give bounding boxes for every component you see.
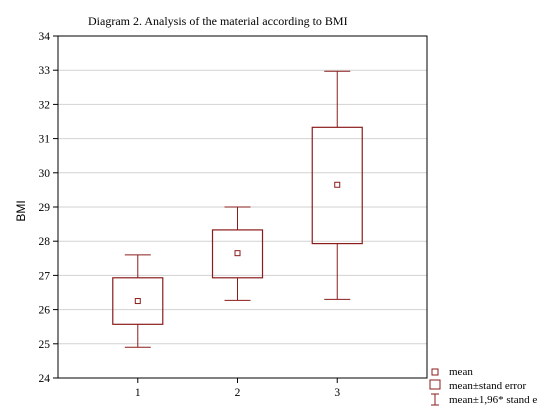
y-axis-label: BMI (14, 200, 28, 221)
plot-frame (57, 35, 428, 379)
mean-marker (234, 250, 241, 257)
legend-item-ci: mean±1,96* stand e (431, 393, 537, 406)
se-box (311, 126, 363, 245)
box-group (311, 70, 363, 300)
x-tick-label: 3 (334, 387, 340, 399)
legend-mean-symbol (431, 368, 439, 376)
y-tick-label: 25 (39, 339, 51, 351)
y-tick-label: 31 (39, 134, 51, 146)
legend: mean mean±stand error mean±1,96* stand e (429, 366, 537, 406)
y-tick-label: 30 (39, 168, 51, 180)
y-tick-label: 32 (39, 99, 51, 111)
se-box (211, 229, 264, 279)
mean-marker (134, 298, 141, 305)
y-tick-label: 26 (39, 305, 51, 317)
x-axis-ticks: 1 2 3 (135, 378, 340, 399)
legend-item-se: mean±stand error (429, 379, 527, 392)
legend-item-mean: mean (431, 366, 473, 378)
legend-ci-label: mean±1,96* stand e (449, 394, 537, 406)
x-tick-label: 2 (235, 387, 241, 399)
y-tick-label: 27 (39, 270, 51, 282)
y-tick-label: 34 (39, 31, 51, 43)
y-tick-label: 29 (39, 202, 51, 214)
boxes (112, 70, 363, 348)
se-box (112, 277, 164, 325)
legend-se-symbol (429, 379, 441, 390)
y-axis-ticks: 24 25 26 27 28 29 30 31 32 33 34 (39, 31, 58, 385)
y-tick-label: 28 (39, 236, 51, 248)
legend-se-label: mean±stand error (449, 380, 527, 392)
mean-marker (334, 181, 341, 188)
y-tick-label: 33 (39, 65, 51, 77)
x-tick-label: 1 (135, 387, 141, 399)
legend-mean-label: mean (449, 366, 473, 378)
box-group (211, 206, 264, 301)
box-group (112, 254, 164, 348)
chart-title: Diagram 2. Analysis of the material acco… (88, 14, 348, 28)
y-tick-label: 24 (39, 373, 51, 385)
